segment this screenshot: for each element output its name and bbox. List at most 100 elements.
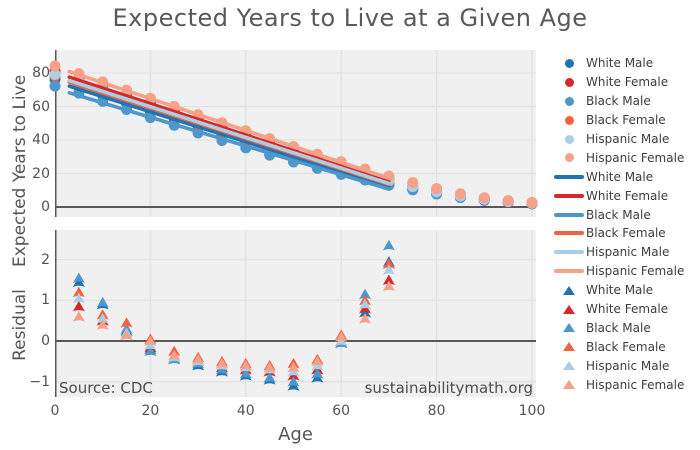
legend-entry-line-black-female[interactable]: Black Female — [552, 224, 700, 243]
dot-marker-icon — [552, 77, 586, 87]
legend-entry-dot-hispanic-male[interactable]: Hispanic Male — [552, 130, 700, 149]
legend-entry-triangle-hispanic-male[interactable]: Hispanic Male — [552, 356, 700, 375]
residual-point — [96, 313, 109, 324]
legend-entry-line-black-male[interactable]: Black Male — [552, 205, 700, 224]
legend-label: White Female — [586, 188, 669, 203]
residual-point — [359, 302, 372, 314]
residual-point — [335, 335, 348, 346]
residual-point — [72, 272, 85, 283]
legend-entry-dot-white-female[interactable]: White Female — [552, 73, 700, 92]
legend-entry-line-white-female[interactable]: White Female — [552, 186, 700, 205]
line-marker-icon — [552, 212, 586, 217]
y-tick-bottom: 0 — [41, 333, 50, 349]
line-marker-icon — [552, 231, 586, 236]
triangles-hispanic-female — [72, 280, 395, 373]
residual-point — [215, 363, 228, 375]
y-tick-top: 80 — [32, 65, 50, 81]
legend-entry-dot-white-male[interactable]: White Male — [552, 54, 700, 73]
residual-point — [287, 380, 300, 391]
line-marker-icon — [552, 174, 586, 179]
legend-label: White Male — [586, 283, 654, 298]
legend-label: White Male — [586, 169, 654, 184]
triangle-marker-icon — [552, 304, 586, 314]
legend-entry-triangle-black-male[interactable]: Black Male — [552, 318, 700, 337]
legend-entry-line-hispanic-male[interactable]: Hispanic Male — [552, 243, 700, 262]
triangles-black-male — [72, 239, 395, 387]
residual-point — [239, 368, 252, 379]
legend-label: Hispanic Female — [586, 377, 685, 392]
x-tick: 20 — [141, 403, 160, 419]
x-tick: 60 — [332, 403, 351, 419]
y-tick-top: 0 — [41, 199, 50, 215]
x-tick: 40 — [236, 403, 255, 419]
residual-point — [239, 359, 252, 371]
legend-entry-dot-black-female[interactable]: Black Female — [552, 111, 700, 130]
legend-entry-triangle-white-male[interactable]: White Male — [552, 281, 700, 300]
dot-marker-icon — [552, 134, 586, 144]
top-plot-area[interactable] — [49, 50, 538, 217]
legend-entry-triangle-hispanic-female[interactable]: Hispanic Female — [552, 375, 700, 394]
residual-point — [72, 276, 85, 288]
residual-point — [311, 359, 324, 371]
residual-point — [263, 372, 276, 383]
data-point — [49, 80, 61, 92]
triangle-marker-icon — [552, 342, 586, 352]
legend-label: Hispanic Female — [586, 150, 685, 165]
residual-point — [144, 339, 157, 351]
residual-point — [382, 264, 395, 275]
x-axis-label: Age — [278, 424, 313, 445]
legend-entry-triangle-black-female[interactable]: Black Female — [552, 337, 700, 356]
residual-point — [287, 370, 300, 381]
residual-point — [263, 361, 276, 373]
residual-point — [120, 329, 133, 340]
residual-point — [382, 280, 395, 292]
legend-entry-dot-black-male[interactable]: Black Male — [552, 92, 700, 111]
legend-label: Black Female — [586, 339, 666, 354]
line-marker-icon — [552, 250, 586, 255]
residual-point — [72, 292, 85, 304]
data-point — [49, 69, 61, 81]
legend-entry-line-hispanic-female[interactable]: Hispanic Female — [552, 262, 700, 281]
residual-point — [287, 361, 300, 373]
legend: White Male White Female Black Male Black Fe… — [552, 54, 700, 394]
residual-point — [311, 355, 324, 367]
data-point — [502, 195, 514, 207]
residual-point — [192, 353, 205, 365]
legend-entry-line-white-male[interactable]: White Male — [552, 167, 700, 186]
legend-label: Hispanic Male — [586, 132, 670, 146]
residual-point — [96, 296, 109, 308]
residual-point — [335, 331, 348, 342]
data-point — [407, 177, 419, 189]
legend-entry-triangle-white-female[interactable]: White Female — [552, 300, 700, 319]
y-tick-bottom: −1 — [29, 373, 50, 390]
residual-point — [72, 300, 85, 312]
triangle-marker-icon — [552, 285, 586, 295]
residual-point — [215, 357, 228, 369]
residual-point — [359, 313, 372, 324]
fit-line-hispanic-male — [67, 78, 391, 186]
residual-point — [96, 319, 109, 330]
residual-point — [168, 349, 181, 361]
data-point — [478, 192, 490, 204]
fit-line-hispanic-female — [67, 69, 391, 181]
legend-entry-dot-hispanic-female[interactable]: Hispanic Female — [552, 148, 700, 167]
bottom-plot-area[interactable] — [55, 230, 536, 397]
fit-line-black-male — [67, 91, 391, 191]
y-tick-bottom: 2 — [41, 251, 50, 268]
legend-label: Hispanic Male — [586, 245, 670, 260]
data-point — [454, 188, 466, 200]
legend-label: Black Male — [586, 207, 651, 222]
residual-point — [144, 345, 157, 357]
x-tick: 100 — [518, 403, 546, 419]
legend-label: Black Female — [586, 226, 666, 241]
x-tick: 0 — [50, 403, 60, 419]
residual-point — [311, 372, 324, 383]
data-point — [49, 60, 61, 72]
dot-marker-icon — [552, 153, 586, 163]
panel-background — [55, 50, 536, 217]
triangle-marker-icon — [552, 380, 586, 390]
line-marker-icon — [552, 269, 586, 274]
y-tick-top: 60 — [32, 98, 50, 115]
y-tick-top: 40 — [32, 132, 50, 148]
legend-label: White Male — [586, 56, 654, 71]
